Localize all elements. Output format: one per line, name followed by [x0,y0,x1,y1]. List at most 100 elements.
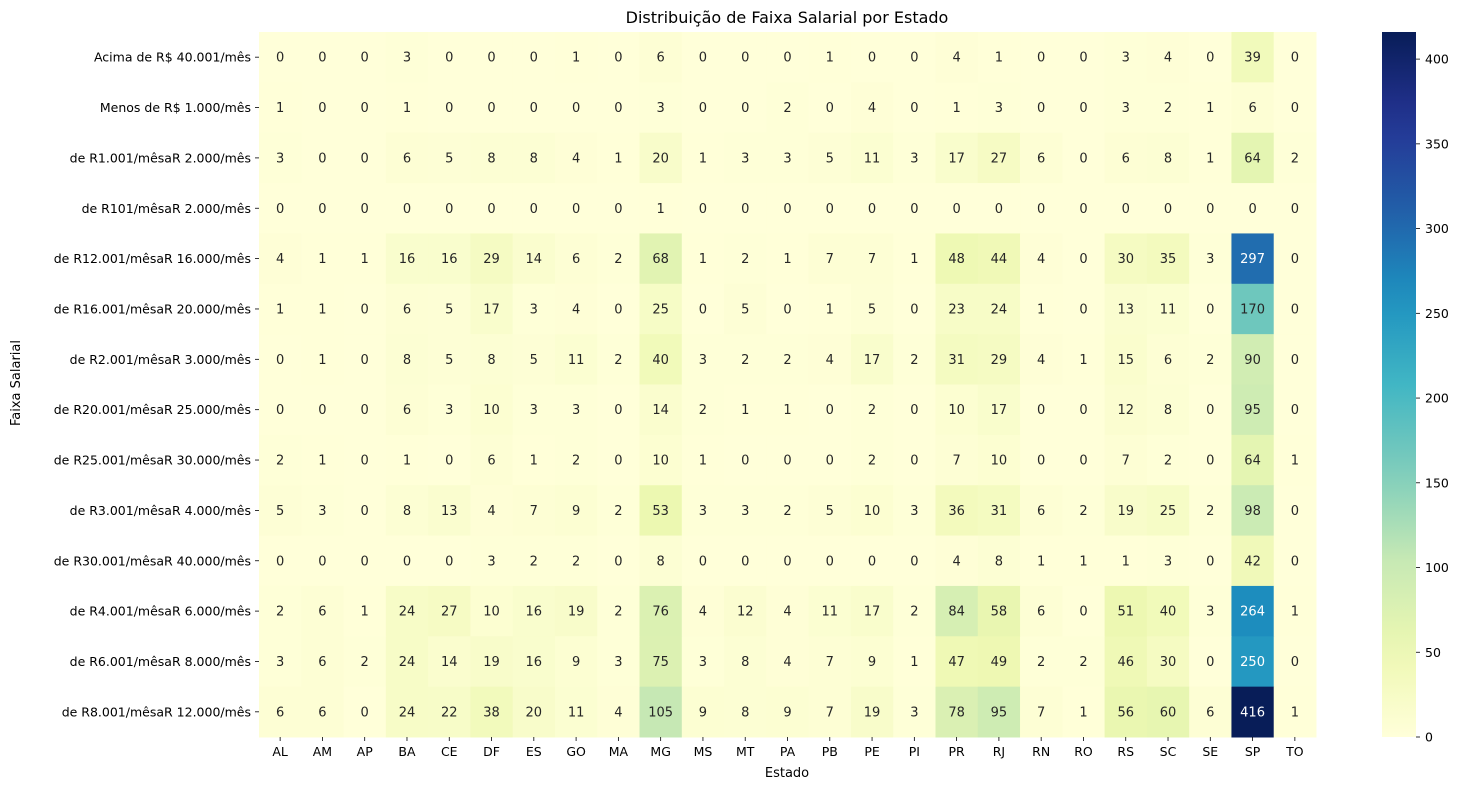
cell-value-label: 0 [1079,403,1087,418]
heatmap-cell [808,485,852,537]
heatmap-cell [1104,132,1148,184]
heatmap-cell [1020,636,1063,688]
cell-value-label: 0 [1291,554,1299,569]
x-axis-label: Estado [765,766,809,781]
cell-value-label: 75 [652,655,669,670]
cell-value-label: 0 [318,151,326,166]
cell-value-label: 0 [445,454,453,469]
cell-value-label: 58 [991,605,1008,620]
heatmap-cell [259,686,302,738]
heatmap-cell [724,283,767,335]
x-tick-label: GO [566,744,586,759]
heatmap-cell [808,82,852,134]
heatmap-cell [385,82,429,134]
cell-value-label: 0 [318,202,326,217]
heatmap-cell [1104,384,1148,436]
cell-value-label: 23 [948,302,965,317]
x-tick-label: AM [313,744,332,759]
heatmap-cell [597,283,641,335]
heatmap-cell [259,334,302,385]
heatmap-cell [1062,233,1106,285]
cell-value-label: 2 [868,454,876,469]
heatmap-cell [385,334,429,385]
cell-value-label: 0 [1291,353,1299,368]
cell-value-label: 3 [487,554,495,569]
cell-value-label: 56 [1117,705,1134,720]
cell-value-label: 0 [530,101,538,116]
cell-value-label: 0 [1079,202,1087,217]
heatmap-cell [1189,32,1232,83]
cell-value-label: 0 [445,101,453,116]
cell-value-label: 3 [910,504,918,519]
cell-value-label: 0 [910,554,918,569]
heatmap-cell [893,535,936,587]
cell-value-label: 2 [614,605,622,620]
x-tick-label: SC [1160,744,1177,759]
heatmap-cell [850,585,894,637]
heatmap-cell [1189,434,1232,486]
heatmap-cell [1189,384,1232,436]
cell-value-label: 7 [530,504,538,519]
heatmap-cell [893,334,936,385]
x-tick-label: RJ [993,744,1005,759]
cell-value-label: 0 [445,202,453,217]
heatmap-cell [1062,183,1106,234]
heatmap-cell [1273,535,1317,587]
cell-value-label: 24 [399,655,416,670]
cell-value-label: 0 [1206,454,1214,469]
x-tick-label: PB [822,744,838,759]
cell-value-label: 6 [1206,705,1214,720]
cell-value-label: 0 [1079,454,1087,469]
cell-value-label: 1 [910,655,918,670]
heatmap-cell [1146,585,1190,637]
colorbar-tick-label: 50 [1425,645,1441,660]
cell-value-label: 14 [526,252,543,267]
heatmap-cell [1020,233,1063,285]
heatmap-cell [1231,686,1275,738]
cell-value-label: 3 [1122,51,1130,66]
heatmap-cell [1020,334,1063,385]
heatmap-cell [1189,636,1232,688]
cell-value-label: 0 [318,403,326,418]
heatmap-cell [1231,334,1275,385]
heatmap-cell [850,686,894,738]
y-tick-label: de R12.001/mêsaR 16.000/mês [54,251,251,266]
cell-value-label: 0 [1291,403,1299,418]
cell-value-label: 0 [910,101,918,116]
heatmap-cell [385,183,429,234]
heatmap-cell [301,233,345,285]
cell-value-label: 1 [318,353,326,368]
cell-value-label: 2 [783,504,791,519]
cell-value-label: 3 [783,151,791,166]
heatmap-cell [977,485,1021,537]
cell-value-label: 0 [487,101,495,116]
heatmap-cell [512,334,556,385]
heatmap-cell [343,485,387,537]
heatmap-cell [724,82,767,134]
heatmap-cell [259,82,302,134]
cell-value-label: 0 [1079,151,1087,166]
cell-value-label: 11 [822,605,839,620]
x-tick-label: PI [909,744,920,759]
heatmap-cell [1062,535,1106,587]
cell-value-label: 17 [483,302,500,317]
heatmap-cell [385,283,429,335]
heatmap-cell [428,384,471,436]
heatmap-cell [470,32,514,83]
heatmap-cell [1273,434,1317,486]
heatmap-cell [1146,233,1190,285]
colorbar-tick-label: 200 [1425,391,1449,406]
cell-value-label: 3 [741,504,749,519]
heatmap-cell [850,32,894,83]
heatmap-cell [935,32,979,83]
heatmap-cell [808,585,852,637]
cell-value-label: 5 [445,353,453,368]
x-tick-label: MT [736,744,755,759]
cell-value-label: 1 [1291,705,1299,720]
cell-value-label: 30 [1160,655,1177,670]
cell-value-label: 6 [1164,353,1172,368]
cell-value-label: 0 [276,51,284,66]
x-tick-label: SP [1245,744,1261,759]
y-tick-label: Acima de R$ 40.001/mês [94,50,251,65]
heatmap-cell [301,434,345,486]
